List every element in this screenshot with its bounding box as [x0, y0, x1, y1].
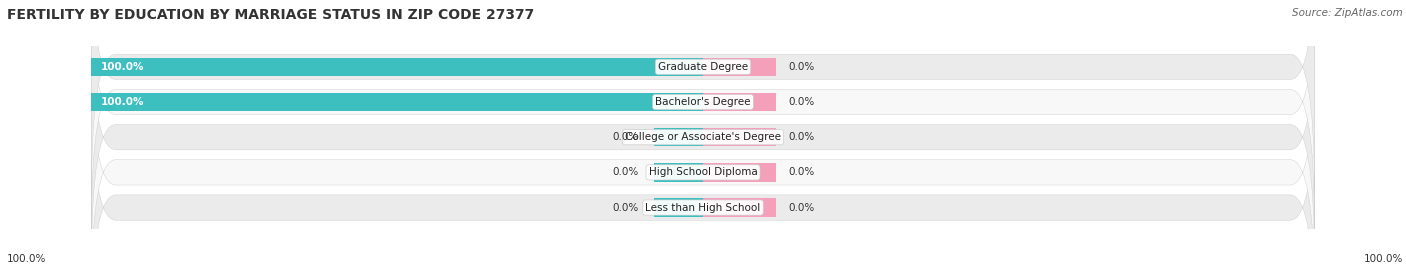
Text: Source: ZipAtlas.com: Source: ZipAtlas.com	[1292, 8, 1403, 18]
Bar	[91, 93, 703, 111]
Bar	[703, 58, 776, 76]
FancyBboxPatch shape	[91, 0, 1315, 230]
Text: College or Associate's Degree: College or Associate's Degree	[626, 132, 780, 142]
Text: 0.0%: 0.0%	[613, 203, 638, 213]
Bar	[703, 199, 776, 217]
Bar	[703, 163, 776, 182]
Bar	[654, 199, 703, 217]
Text: Graduate Degree: Graduate Degree	[658, 62, 748, 72]
Text: Bachelor's Degree: Bachelor's Degree	[655, 97, 751, 107]
Text: 100.0%: 100.0%	[101, 62, 143, 72]
Text: 0.0%: 0.0%	[789, 62, 815, 72]
Text: High School Diploma: High School Diploma	[648, 167, 758, 177]
Text: 0.0%: 0.0%	[613, 132, 638, 142]
FancyBboxPatch shape	[91, 80, 1315, 269]
Text: 100.0%: 100.0%	[1364, 254, 1403, 264]
FancyBboxPatch shape	[91, 0, 1315, 195]
Text: 0.0%: 0.0%	[789, 167, 815, 177]
Text: 0.0%: 0.0%	[789, 132, 815, 142]
Text: 100.0%: 100.0%	[7, 254, 46, 264]
Text: 0.0%: 0.0%	[789, 203, 815, 213]
Bar	[654, 128, 703, 146]
Bar	[703, 128, 776, 146]
Text: 100.0%: 100.0%	[101, 97, 143, 107]
Text: 0.0%: 0.0%	[613, 167, 638, 177]
FancyBboxPatch shape	[91, 44, 1315, 269]
FancyBboxPatch shape	[91, 9, 1315, 265]
Bar	[703, 93, 776, 111]
Text: Less than High School: Less than High School	[645, 203, 761, 213]
Bar	[91, 58, 703, 76]
Bar	[654, 163, 703, 182]
Text: FERTILITY BY EDUCATION BY MARRIAGE STATUS IN ZIP CODE 27377: FERTILITY BY EDUCATION BY MARRIAGE STATU…	[7, 8, 534, 22]
Text: 0.0%: 0.0%	[789, 97, 815, 107]
